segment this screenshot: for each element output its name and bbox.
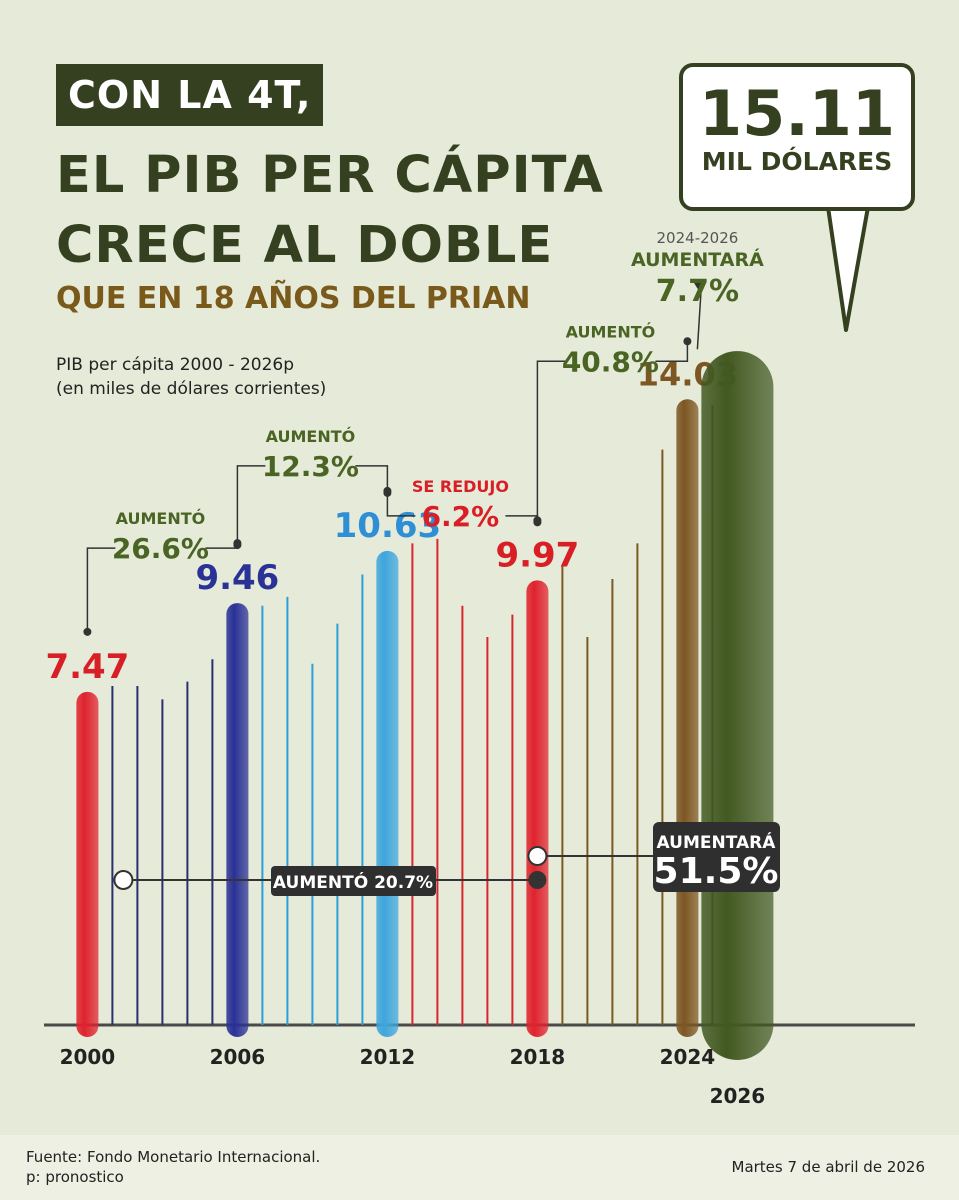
title-line-2: EL PIB PER CÁPITA	[56, 146, 604, 205]
bar-value-2006: 9.46	[195, 558, 279, 598]
x-tick-2024: 2024	[660, 1045, 716, 1069]
connector-dot-to-a2018-2024	[683, 337, 692, 346]
annotation-top-a2018-2024: AUMENTÓ	[566, 322, 656, 341]
x-tick-2000: 2000	[60, 1045, 116, 1069]
comparison-label-pct-2018-2026: 51.5%	[654, 851, 779, 892]
connector-right-a2000-2006	[205, 545, 239, 549]
bar-shade-2026	[701, 351, 774, 1060]
comparison-label-2000-2018: AUMENTÓ 20.7%	[273, 871, 433, 893]
x-tick-2012: 2012	[360, 1045, 416, 1069]
highlight-bubble: 15.11 MIL DÓLARES	[679, 63, 915, 211]
title-line-4: QUE EN 18 AÑOS DEL PRIAN	[56, 281, 531, 316]
annotation-pct-a2018-2024: 40.8%	[562, 345, 659, 378]
annotation-pct-a2000-2006: 26.6%	[112, 532, 209, 565]
comparison-end-2018	[528, 871, 547, 889]
title-line-1: CON LA 4T,	[56, 64, 324, 126]
bar-shade-2012	[376, 550, 399, 1037]
annotation-pct-a2024-2026: 7.7%	[656, 274, 739, 309]
connector-right-a2006-2012	[355, 465, 389, 493]
annotation-pre-a2024-2026: 2024-2026	[657, 229, 739, 247]
annotation-top-a2012-2018: SE REDUJO	[412, 477, 509, 496]
connector-left-a2000-2006	[86, 547, 116, 632]
connector-dot-from-a2006-2012	[233, 539, 242, 548]
highlight-unit: MIL DÓLARES	[701, 147, 893, 176]
connector-dot-from-a2012-2018	[383, 486, 392, 495]
bar-shade-2018	[526, 580, 549, 1037]
subtitle-line-1: PIB per cápita 2000 - 2026p	[56, 355, 294, 375]
comparison-box-2000-2018	[271, 866, 436, 896]
bar-2018	[526, 580, 549, 1037]
title-line-3: CRECE AL DOBLE	[56, 216, 554, 275]
arrow-head-2024-2026	[693, 280, 705, 290]
footer-note: p: pronostico	[26, 1168, 124, 1186]
comparison-box-2018-2026	[653, 822, 780, 892]
highlight-value: 15.11	[698, 77, 896, 150]
annotation-top-a2000-2006: AUMENTÓ	[116, 509, 206, 528]
bar-value-2000: 7.47	[45, 647, 129, 687]
annotation-pct-a2006-2012: 12.3%	[262, 450, 359, 483]
connector-dot-from-a2018-2024	[533, 516, 542, 525]
bar-2006	[226, 603, 249, 1037]
footer-band	[0, 1135, 959, 1200]
comparison-start-2000	[113, 870, 134, 890]
bar-2012	[376, 550, 399, 1037]
connector-left-a2012-2018	[386, 490, 416, 517]
footer-date: Martes 7 de abril de 2026	[731, 1158, 926, 1176]
connector-left-a2018-2024	[536, 360, 566, 521]
comparison-start-2018	[527, 846, 548, 866]
subtitle-line-2: (en miles de dólares corrientes)	[56, 379, 327, 399]
bar-shade-2006	[226, 603, 249, 1037]
connector-right-a2018-2024	[655, 341, 689, 363]
connector-left-a2006-2012	[236, 465, 266, 544]
bar-value-2018: 9.97	[495, 535, 579, 575]
connector-dot-from-a2000-2006	[83, 627, 92, 636]
footer-source: Fuente: Fondo Monetario Internacional.	[26, 1148, 321, 1166]
bar-shade-2024	[676, 399, 699, 1038]
x-tick-2018: 2018	[510, 1045, 566, 1069]
annotation-pct-a2012-2018: 6.2%	[422, 500, 500, 533]
highlight-bubble-tail	[826, 206, 870, 332]
arrow-line-2024-2026	[696, 284, 703, 350]
x-tick-2026: 2026	[710, 1084, 766, 1108]
connector-right-a2012-2018	[505, 515, 539, 523]
bar-2000	[76, 691, 99, 1037]
annotation-top-a2024-2026: AUMENTARÁ	[631, 248, 764, 271]
bar-shade-2000	[76, 691, 99, 1037]
comparison-label-top-2018-2026: AUMENTARÁ	[657, 831, 777, 853]
x-tick-2006: 2006	[210, 1045, 266, 1069]
annotation-top-a2006-2012: AUMENTÓ	[266, 427, 356, 446]
